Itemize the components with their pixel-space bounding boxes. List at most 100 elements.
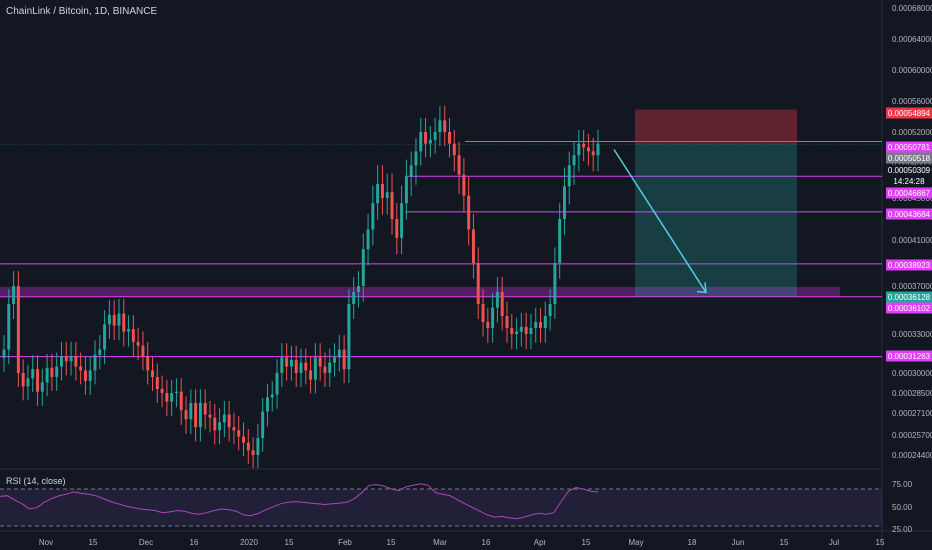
price-badge: 0.00036128 bbox=[886, 291, 932, 303]
candle bbox=[222, 400, 226, 437]
position-risk-zone[interactable] bbox=[635, 109, 797, 144]
candle bbox=[313, 343, 317, 394]
candle bbox=[218, 408, 222, 445]
candle bbox=[21, 359, 25, 401]
trend-arrow[interactable] bbox=[613, 149, 707, 294]
price-badge: 14:24:28 bbox=[886, 175, 932, 187]
candle bbox=[582, 129, 586, 162]
rsi-title: RSI (14, close) bbox=[6, 476, 66, 486]
candle bbox=[419, 117, 423, 166]
candle bbox=[270, 381, 274, 412]
candle bbox=[510, 313, 514, 350]
price-tick-label: 0.00064000 bbox=[892, 35, 932, 44]
price-tick-label: 0.00052000 bbox=[892, 128, 932, 137]
candle bbox=[194, 389, 198, 442]
candle bbox=[31, 355, 35, 393]
price-badge: 0.00036102 bbox=[886, 302, 932, 314]
price-badge: 0.00050518 bbox=[886, 152, 932, 164]
candle bbox=[481, 289, 485, 337]
arrow-head-icon bbox=[696, 282, 707, 294]
price-tick-label: 0.00037000 bbox=[892, 282, 932, 291]
time-tick-label: 16 bbox=[482, 538, 491, 547]
candle bbox=[203, 389, 207, 430]
candle bbox=[385, 173, 389, 215]
candle bbox=[452, 129, 456, 172]
candle bbox=[424, 117, 428, 158]
candle bbox=[467, 177, 471, 246]
candle bbox=[165, 379, 169, 416]
candle bbox=[448, 117, 451, 158]
candle bbox=[141, 331, 145, 371]
candle bbox=[83, 356, 87, 395]
candle bbox=[380, 165, 384, 215]
short-position-tool[interactable] bbox=[635, 109, 797, 297]
price-tick-label: 0.00056000 bbox=[892, 97, 932, 106]
svg-text:0.00036128: 0.00036128 bbox=[888, 293, 931, 302]
candle bbox=[289, 345, 293, 381]
candles bbox=[2, 105, 600, 469]
candle bbox=[414, 137, 418, 185]
candle bbox=[242, 422, 246, 457]
svg-text:14:24:28: 14:24:28 bbox=[893, 177, 925, 186]
time-tick-label: 15 bbox=[89, 538, 98, 547]
candle bbox=[376, 165, 380, 220]
candle bbox=[519, 312, 523, 347]
candle bbox=[495, 277, 499, 323]
price-tick-label: 0.00025700 bbox=[892, 431, 932, 440]
candle bbox=[586, 133, 590, 166]
candle bbox=[534, 307, 538, 343]
candle bbox=[299, 348, 303, 387]
price-badge: 0.00054894 bbox=[886, 107, 932, 119]
candle bbox=[74, 341, 78, 381]
svg-text:0.00050309: 0.00050309 bbox=[888, 166, 931, 175]
candle bbox=[390, 173, 394, 235]
price-badge: 0.00046867 bbox=[886, 187, 932, 199]
candle bbox=[98, 335, 102, 370]
candle bbox=[88, 356, 92, 395]
rsi-line bbox=[0, 483, 599, 520]
candle bbox=[174, 378, 178, 408]
candle bbox=[184, 396, 188, 434]
time-tick-label: 16 bbox=[190, 538, 199, 547]
time-tick-label: 18 bbox=[688, 538, 697, 547]
candle bbox=[553, 247, 557, 319]
trend-arrow-line[interactable] bbox=[613, 149, 707, 293]
time-tick-label: 15 bbox=[285, 538, 294, 547]
svg-text:0.00036102: 0.00036102 bbox=[888, 304, 931, 313]
rsi-level-75: 75.00 bbox=[892, 480, 913, 489]
candle bbox=[366, 214, 370, 266]
time-tick-label: Nov bbox=[39, 538, 53, 547]
price-tick-label: 0.00028500 bbox=[892, 389, 932, 398]
price-badge: 0.00031263 bbox=[886, 350, 932, 362]
candle bbox=[529, 313, 533, 350]
candle bbox=[356, 271, 360, 308]
time-tick-label: 2020 bbox=[240, 538, 258, 547]
candle bbox=[127, 315, 131, 347]
candle bbox=[438, 105, 442, 147]
svg-text:0.00050518: 0.00050518 bbox=[888, 154, 931, 163]
candle bbox=[36, 355, 40, 406]
position-reward-zone[interactable] bbox=[635, 143, 797, 297]
candle bbox=[457, 141, 461, 194]
support-zone[interactable] bbox=[0, 286, 840, 297]
price-tick-label: 0.00041000 bbox=[892, 236, 932, 245]
candle bbox=[251, 437, 255, 469]
candle bbox=[117, 299, 121, 341]
time-tick-label: Apr bbox=[534, 538, 547, 547]
candle bbox=[198, 389, 202, 442]
candle bbox=[337, 335, 341, 372]
time-axis[interactable]: Nov 15 Dec 16 2020 15 Feb 15 Mar 16 Apr 15 May 18 Jun 1… bbox=[39, 538, 885, 547]
candle bbox=[318, 343, 322, 381]
rsi-level-25: 25.00 bbox=[892, 525, 913, 534]
candle bbox=[213, 403, 217, 445]
candle bbox=[103, 310, 107, 365]
price-tick-label: 0.00027100 bbox=[892, 409, 932, 418]
rsi-pane[interactable]: 75.00 50.00 25.00 bbox=[0, 480, 913, 534]
candle bbox=[280, 343, 284, 387]
candle bbox=[352, 277, 356, 319]
price-badge: 0.00038923 bbox=[886, 259, 932, 271]
candle bbox=[433, 117, 437, 154]
candle bbox=[409, 151, 413, 197]
candle bbox=[256, 424, 260, 469]
